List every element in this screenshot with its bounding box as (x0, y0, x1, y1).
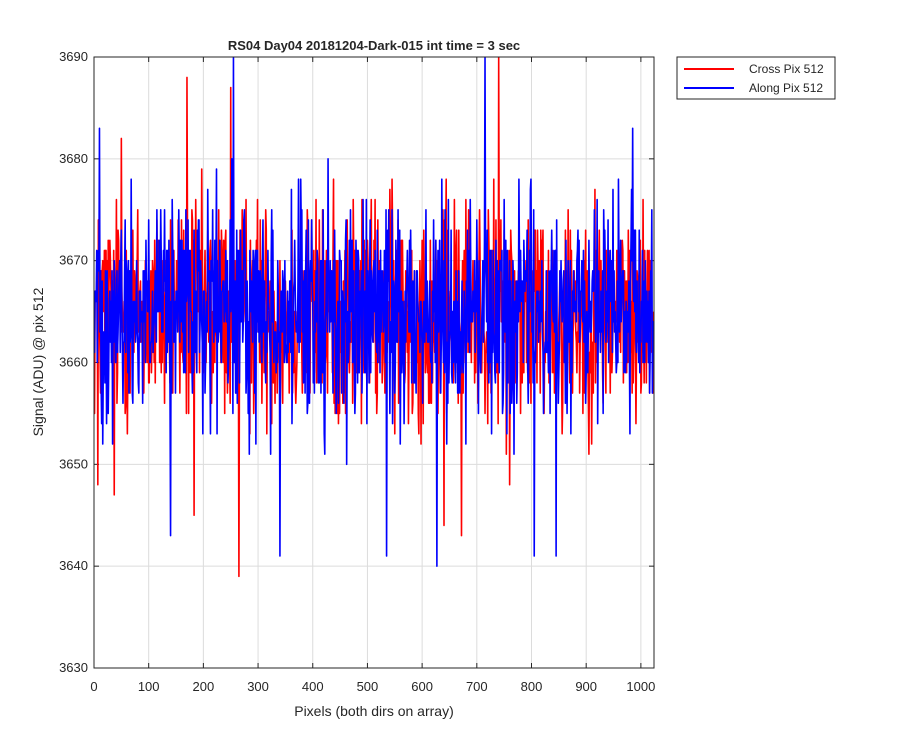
y-tick-label: 3660 (59, 355, 88, 370)
x-tick-label: 0 (90, 679, 97, 694)
x-tick-label: 300 (247, 679, 269, 694)
y-tick-label: 3650 (59, 456, 88, 471)
plot-frame (93, 56, 655, 669)
legend: Cross Pix 512 Along Pix 512 (676, 56, 836, 100)
y-tick-label: 3630 (59, 660, 88, 675)
x-tick-label: 800 (521, 679, 543, 694)
y-axis-label: Signal (ADU) @ pix 512 (30, 287, 46, 436)
x-axis-ticks: 0 100 200 300 400 500 600 700 800 900 1000 (90, 57, 655, 694)
y-tick-label: 3680 (59, 151, 88, 166)
chart-title: RS04 Day04 20181204-Dark-015 int time = … (228, 38, 520, 53)
legend-box (676, 56, 836, 100)
x-tick-label: 400 (302, 679, 324, 694)
y-tick-label: 3640 (59, 558, 88, 573)
x-tick-label: 500 (357, 679, 379, 694)
series-lines (94, 57, 654, 578)
x-tick-label: 900 (575, 679, 597, 694)
x-axis-label: Pixels (both dirs on array) (294, 703, 454, 719)
x-tick-label: 600 (411, 679, 433, 694)
legend-label-cross: Cross Pix 512 (749, 62, 824, 76)
y-tick-label: 3670 (59, 253, 88, 268)
x-tick-label: 200 (193, 679, 215, 694)
x-tick-label: 700 (466, 679, 488, 694)
y-tick-label: 3690 (59, 49, 88, 64)
x-tick-label: 1000 (626, 679, 655, 694)
x-tick-label: 100 (138, 679, 160, 694)
y-axis-ticks: 3630 3640 3650 3660 3670 3680 3690 (59, 49, 654, 675)
legend-label-along: Along Pix 512 (749, 81, 823, 95)
series-line-along-pix (94, 57, 654, 567)
